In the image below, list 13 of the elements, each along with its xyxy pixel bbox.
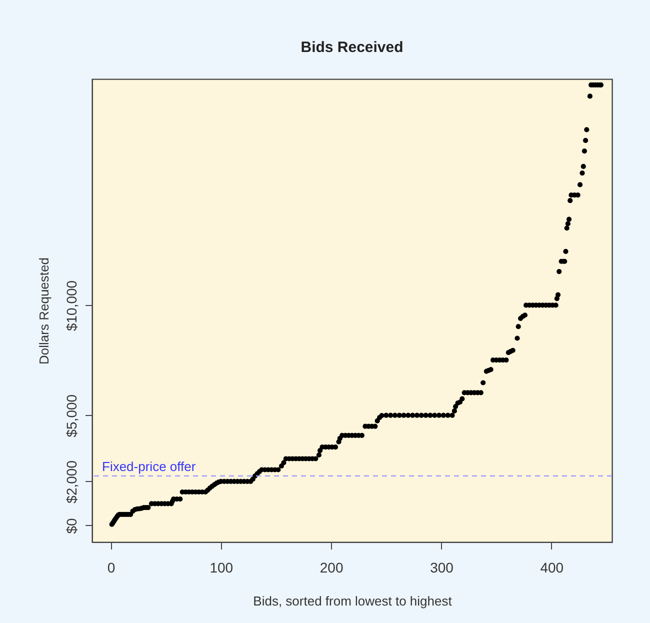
chart-title: Bids Received [300, 39, 404, 56]
y-tick-label: $10,000 [64, 280, 80, 332]
x-tick-label: 200 [320, 560, 344, 576]
y-axis-title: Dollars Requested [36, 258, 52, 364]
y-tick-label: $5,000 [64, 394, 80, 438]
x-tick-label: 0 [107, 560, 116, 576]
x-tick-label: 400 [540, 560, 564, 576]
y-tick-label: $0 [64, 518, 80, 534]
y-tick-label: $2,000 [64, 460, 80, 504]
x-tick-label: 300 [430, 560, 454, 576]
ref-line-label: Fixed-price offer [102, 458, 196, 474]
x-tick-label: 100 [210, 560, 234, 576]
x-axis-title: Bids, sorted from lowest to highest [253, 594, 452, 608]
